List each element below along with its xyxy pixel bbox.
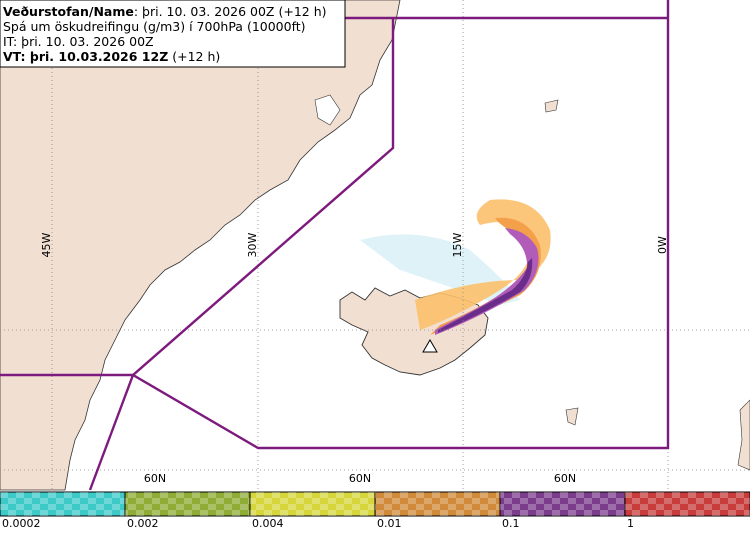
legend-pattern: [375, 492, 500, 516]
legend-label: 0.1: [502, 517, 520, 530]
faroe: [565, 407, 579, 426]
header-text: : þri. 10. 03. 2026 00Z (+12 h): [134, 4, 327, 19]
parallel-label: 60N: [554, 472, 576, 485]
legend-pattern: [250, 492, 375, 516]
legend-label: 0.004: [252, 517, 284, 530]
header-text: IT: þri. 10. 03. 2026 00Z: [3, 34, 154, 49]
legend-label: 1: [627, 517, 634, 530]
greenland: [0, 0, 401, 491]
legend-label: 0.01: [377, 517, 402, 530]
meridian-label: 15W: [451, 232, 464, 257]
parallel-label: 60N: [349, 472, 371, 485]
header-line: IT: þri. 10. 03. 2026 00Z: [3, 34, 154, 49]
legend-label: 0.0002: [2, 517, 41, 530]
legend-pattern: [625, 492, 750, 516]
header-text: Spá um öskudreifingu (g/m3) í 700hPa (10…: [3, 19, 306, 34]
legend-label: 0.002: [127, 517, 159, 530]
meridian-label: 45W: [40, 232, 53, 257]
norway: [737, 399, 750, 471]
header-text: (+12 h): [168, 49, 220, 64]
parallel-label: 60N: [144, 472, 166, 485]
header-line: Spá um öskudreifingu (g/m3) í 700hPa (10…: [3, 19, 306, 34]
legend-pattern: [125, 492, 250, 516]
header-line: Veðurstofan/Name: þri. 10. 03. 2026 00Z …: [3, 4, 327, 19]
header-bold: Veðurstofan/Name: [3, 4, 134, 19]
header-line: VT: þri. 10.03.2026 12Z (+12 h): [3, 49, 220, 64]
volcano-icon: [422, 339, 438, 353]
jan-mayen: [544, 99, 559, 113]
header-bold: VT: þri. 10.03.2026 12Z: [3, 49, 168, 64]
legend-pattern: [0, 492, 125, 516]
meridian-label: 30W: [246, 232, 259, 257]
fir-boundary: [0, 0, 670, 491]
fjord: [314, 94, 341, 126]
ash-plume: [360, 199, 551, 335]
meridian-label: 0W: [656, 236, 669, 254]
header-box: [0, 0, 346, 68]
legend-pattern: [500, 492, 625, 516]
